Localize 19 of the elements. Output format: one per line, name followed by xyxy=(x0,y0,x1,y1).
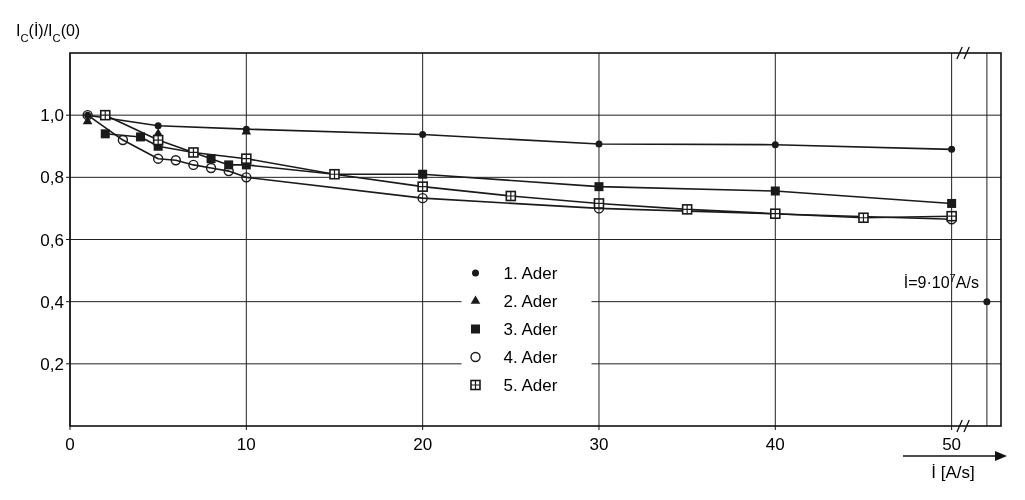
y-axis-title: I$_{C}$(İ)/I$_{C}$(0) xyxy=(16,21,81,44)
x-tick-label: 10 xyxy=(236,435,256,454)
y-tick-label: 0,2 xyxy=(40,354,64,374)
y-tick-label: 1,0 xyxy=(40,106,64,126)
x-tick-label: 20 xyxy=(413,435,433,454)
x-tick-label: 50 xyxy=(942,435,962,454)
legend-label: 5. Ader xyxy=(503,376,558,395)
legend-label: 1. Ader xyxy=(503,264,558,283)
legend-label: 4. Ader xyxy=(503,348,558,367)
x-tick-label: 40 xyxy=(765,435,785,454)
y-tick-label: 0,8 xyxy=(40,168,64,188)
y-tick-label: 0,4 xyxy=(40,292,64,312)
y-tick-label: 0,6 xyxy=(40,230,64,250)
x-tick-label: 0 xyxy=(65,435,75,454)
x-tick-label: 30 xyxy=(589,435,609,454)
legend-label: 3. Ader xyxy=(503,320,558,339)
x-axis-title: İ [A/s] xyxy=(931,463,975,482)
legend-label: 2. Ader xyxy=(503,292,558,311)
annotation: İ=9·10$^{7}$A/s xyxy=(903,271,979,291)
